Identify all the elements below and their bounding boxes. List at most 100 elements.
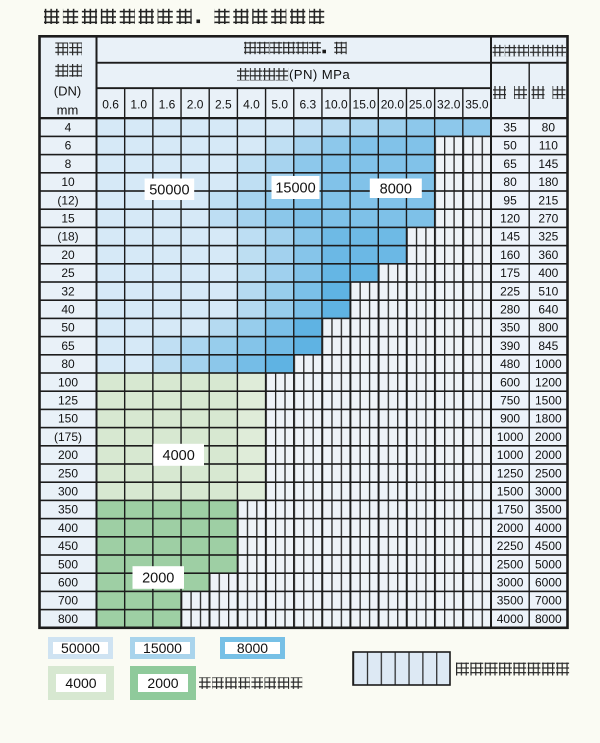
svg-text:2500: 2500 <box>535 466 562 480</box>
svg-text:(12): (12) <box>57 193 78 207</box>
svg-text:510: 510 <box>538 284 558 298</box>
svg-text:2000: 2000 <box>535 430 562 444</box>
svg-text:175: 175 <box>500 266 520 280</box>
svg-text:6: 6 <box>65 139 72 153</box>
svg-text:35: 35 <box>503 121 517 135</box>
svg-text:640: 640 <box>538 303 558 317</box>
svg-text:25.0: 25.0 <box>409 97 433 111</box>
svg-text:350: 350 <box>500 321 520 335</box>
svg-text:1800: 1800 <box>535 412 562 426</box>
svg-text:40: 40 <box>61 303 75 317</box>
svg-text:1000: 1000 <box>535 357 562 371</box>
svg-text:25: 25 <box>61 266 75 280</box>
svg-text:145: 145 <box>538 157 558 171</box>
svg-text:15.0: 15.0 <box>353 97 377 111</box>
svg-text:2000: 2000 <box>497 521 524 535</box>
svg-text:0.6: 0.6 <box>102 97 119 111</box>
svg-text:500: 500 <box>58 557 78 571</box>
svg-text:225: 225 <box>500 284 520 298</box>
svg-text:1250: 1250 <box>497 466 524 480</box>
svg-text:2000: 2000 <box>535 448 562 462</box>
svg-text:3000: 3000 <box>497 576 524 590</box>
svg-text:350: 350 <box>58 503 78 517</box>
svg-text:6.3: 6.3 <box>299 97 316 111</box>
svg-text:65: 65 <box>61 339 75 353</box>
svg-text:5.0: 5.0 <box>271 97 288 111</box>
svg-text:10.0: 10.0 <box>324 97 348 111</box>
svg-text:1750: 1750 <box>497 503 524 517</box>
svg-text:750: 750 <box>500 394 520 408</box>
svg-text:480: 480 <box>500 357 520 371</box>
svg-text:4: 4 <box>65 121 72 135</box>
svg-text:10: 10 <box>61 175 75 189</box>
svg-text:4000: 4000 <box>535 521 562 535</box>
svg-text:800: 800 <box>58 612 78 626</box>
svg-text:8: 8 <box>65 157 72 171</box>
svg-text:80: 80 <box>542 121 556 135</box>
svg-text:2.5: 2.5 <box>215 97 232 111</box>
svg-text:3500: 3500 <box>497 594 524 608</box>
svg-text:3000: 3000 <box>535 485 562 499</box>
svg-text:215: 215 <box>538 193 558 207</box>
svg-text:50: 50 <box>61 321 75 335</box>
svg-text:(DN): (DN) <box>54 84 81 99</box>
svg-text:(PN) MPa: (PN) MPa <box>289 67 350 82</box>
svg-text:5000: 5000 <box>535 557 562 571</box>
svg-text:1000: 1000 <box>497 430 524 444</box>
svg-text:600: 600 <box>500 375 520 389</box>
svg-text:150: 150 <box>58 412 78 426</box>
svg-text:(175): (175) <box>54 430 82 444</box>
svg-text:280: 280 <box>500 303 520 317</box>
svg-text:65: 65 <box>503 157 517 171</box>
svg-text:360: 360 <box>538 248 558 262</box>
svg-text:160: 160 <box>500 248 520 262</box>
svg-text:1.6: 1.6 <box>159 97 176 111</box>
svg-text:200: 200 <box>58 448 78 462</box>
svg-text:1000: 1000 <box>497 448 524 462</box>
svg-text:15000: 15000 <box>275 181 315 197</box>
svg-text:800: 800 <box>538 321 558 335</box>
svg-text:300: 300 <box>58 485 78 499</box>
svg-text:8000: 8000 <box>380 181 412 197</box>
svg-text:80: 80 <box>61 357 75 371</box>
svg-text:120: 120 <box>500 212 520 226</box>
svg-text:4500: 4500 <box>535 539 562 553</box>
svg-text:3500: 3500 <box>535 503 562 517</box>
svg-text:400: 400 <box>58 521 78 535</box>
svg-text:4000: 4000 <box>497 612 524 626</box>
svg-text:110: 110 <box>539 139 558 153</box>
svg-text:1.0: 1.0 <box>130 97 147 111</box>
svg-text:4000: 4000 <box>163 448 195 464</box>
svg-text:50000: 50000 <box>149 182 189 198</box>
svg-text:145: 145 <box>500 230 520 244</box>
svg-text:15000: 15000 <box>143 640 182 656</box>
svg-text:2.0: 2.0 <box>187 97 204 111</box>
svg-text:2000: 2000 <box>147 675 178 691</box>
svg-text:50000: 50000 <box>61 640 100 656</box>
svg-text:7000: 7000 <box>535 594 562 608</box>
svg-text:845: 845 <box>538 339 558 353</box>
svg-text:2500: 2500 <box>497 557 524 571</box>
svg-text:450: 450 <box>58 539 78 553</box>
svg-text:250: 250 <box>58 466 78 480</box>
svg-text:20.0: 20.0 <box>381 97 405 111</box>
svg-text:1200: 1200 <box>535 375 562 389</box>
svg-text:270: 270 <box>538 212 558 226</box>
svg-text:4000: 4000 <box>65 675 96 691</box>
svg-text:390: 390 <box>500 339 520 353</box>
svg-text:6000: 6000 <box>535 576 562 590</box>
svg-text:20: 20 <box>61 248 75 262</box>
svg-text:95: 95 <box>503 193 517 207</box>
svg-text:180: 180 <box>538 175 558 189</box>
svg-text:2000: 2000 <box>142 571 174 587</box>
svg-text:50: 50 <box>503 139 517 153</box>
svg-text:15: 15 <box>61 212 75 226</box>
svg-text:80: 80 <box>503 175 517 189</box>
svg-text:600: 600 <box>58 576 78 590</box>
svg-text:35.0: 35.0 <box>465 97 489 111</box>
svg-text:700: 700 <box>58 594 78 608</box>
svg-text:1500: 1500 <box>497 485 524 499</box>
svg-text:900: 900 <box>500 412 520 426</box>
svg-text:4.0: 4.0 <box>243 97 260 111</box>
svg-text:100: 100 <box>58 375 78 389</box>
